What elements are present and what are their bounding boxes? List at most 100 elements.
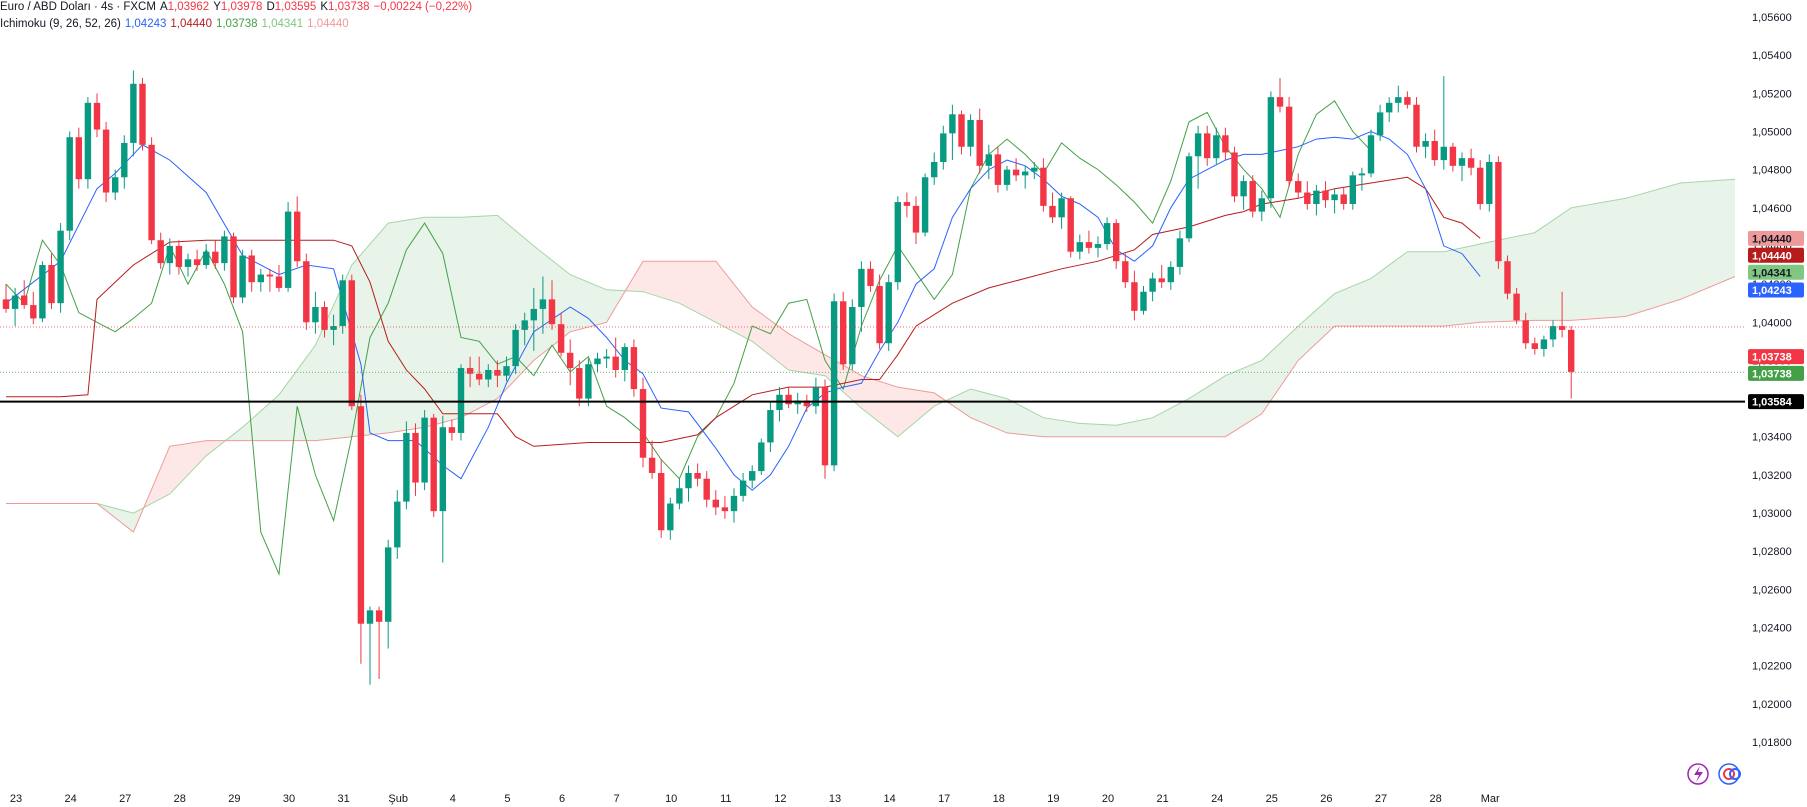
cloud-segment <box>1648 190 1654 310</box>
candle <box>585 358 592 407</box>
candle <box>1258 190 1265 222</box>
candle-body <box>1413 104 1420 147</box>
cloud-segment <box>201 440 207 461</box>
cloud-segment <box>1539 226 1544 321</box>
cloud-segment <box>1020 405 1026 435</box>
candle <box>658 459 665 538</box>
candle-body <box>1140 291 1147 311</box>
cloud-segment <box>483 215 489 406</box>
candle <box>1122 253 1129 288</box>
cloud-segment <box>720 266 725 328</box>
candle-body <box>157 240 164 264</box>
cloud-segment <box>160 457 166 499</box>
candle-body <box>1558 326 1566 330</box>
cloud-segment <box>251 415 257 441</box>
candle-body <box>1458 158 1466 166</box>
candle-body <box>1167 266 1174 283</box>
cloud-segment <box>1725 179 1731 281</box>
cloud-segment <box>897 387 903 437</box>
cloud-segment <box>451 217 457 421</box>
time-tick-label: 31 <box>337 793 349 805</box>
candle <box>794 392 801 414</box>
candle <box>1304 181 1311 210</box>
candle-body <box>1085 242 1093 248</box>
candle-body <box>921 177 929 233</box>
cloud-segment <box>1566 207 1572 321</box>
cloud-segment <box>770 320 775 360</box>
candle <box>894 196 901 290</box>
cloud-segment <box>324 315 330 440</box>
time-tick-label: 5 <box>504 793 510 805</box>
cloud-segment <box>1061 420 1067 437</box>
cloud-segment <box>319 325 325 441</box>
cloud-segment <box>1143 418 1149 437</box>
cloud-segment <box>1689 182 1695 296</box>
candle-body <box>394 501 401 548</box>
cloud-segment <box>1694 181 1699 294</box>
candle-body <box>1449 146 1457 166</box>
cloud-segment <box>734 284 739 335</box>
candle <box>1176 230 1184 275</box>
candle-body <box>1003 169 1011 185</box>
candle <box>1331 188 1338 214</box>
candle <box>11 287 19 327</box>
candle-body <box>903 202 911 206</box>
cloud-segment <box>561 267 566 339</box>
cloud-segment <box>256 410 261 441</box>
chikou-span <box>5 100 1372 577</box>
cloud-segment <box>165 446 170 497</box>
cloud-segment <box>852 370 857 405</box>
candle <box>1222 127 1229 161</box>
cloud-segment <box>1589 203 1594 320</box>
cloud-segment <box>920 390 926 418</box>
candle <box>548 280 556 330</box>
cloud-segment <box>1102 424 1108 437</box>
time-tick-label: 23 <box>10 793 22 805</box>
candle <box>603 348 610 369</box>
price-tick-label: 1,03000 <box>1752 508 1792 520</box>
lightning-icon[interactable] <box>1687 763 1709 785</box>
cloud-segment <box>1175 403 1180 437</box>
candle-body <box>1340 194 1347 204</box>
candle <box>1540 335 1548 357</box>
cloud-segment <box>429 217 434 427</box>
price-tick-label: 1,02000 <box>1752 699 1792 711</box>
cloud-segment <box>1302 317 1308 357</box>
candle <box>1031 162 1038 180</box>
candle-body <box>30 305 37 319</box>
candle-body <box>1149 278 1156 292</box>
cloud-segment <box>1189 395 1194 437</box>
candle-body <box>648 457 656 473</box>
time-tick-label: 17 <box>938 793 950 805</box>
time-tick-label: 27 <box>119 793 131 805</box>
candle-body <box>448 427 456 433</box>
price-tick-label: 1,05600 <box>1752 12 1792 24</box>
candle-body <box>466 368 474 374</box>
candle-body <box>476 373 483 380</box>
candle-body <box>1568 329 1575 372</box>
candle-body <box>148 144 155 241</box>
cloud-segment <box>1675 182 1681 301</box>
cloud-segment <box>1653 189 1658 308</box>
cloud-segment <box>633 268 639 292</box>
candle-body <box>166 245 173 264</box>
cloud-segment <box>1621 198 1626 317</box>
price-tick-label: 1,02800 <box>1752 546 1792 558</box>
candle <box>812 377 820 414</box>
price-tick-label: 1,02400 <box>1752 623 1792 635</box>
cloud-segment <box>1730 179 1735 279</box>
candle-body <box>193 259 201 266</box>
candle <box>1395 85 1402 113</box>
cloud-segment <box>420 217 425 428</box>
cloud-segment <box>1134 420 1139 437</box>
economic-events-icon[interactable] <box>1718 763 1741 785</box>
cloud-segment <box>588 282 593 328</box>
candle-body <box>221 236 228 264</box>
candle <box>630 339 638 397</box>
cloud-segment <box>1002 397 1007 433</box>
close-label: K <box>320 1 328 13</box>
candle <box>648 440 656 479</box>
price-tag-label: 1,03584 <box>1752 397 1793 409</box>
low-label: D <box>266 1 275 13</box>
